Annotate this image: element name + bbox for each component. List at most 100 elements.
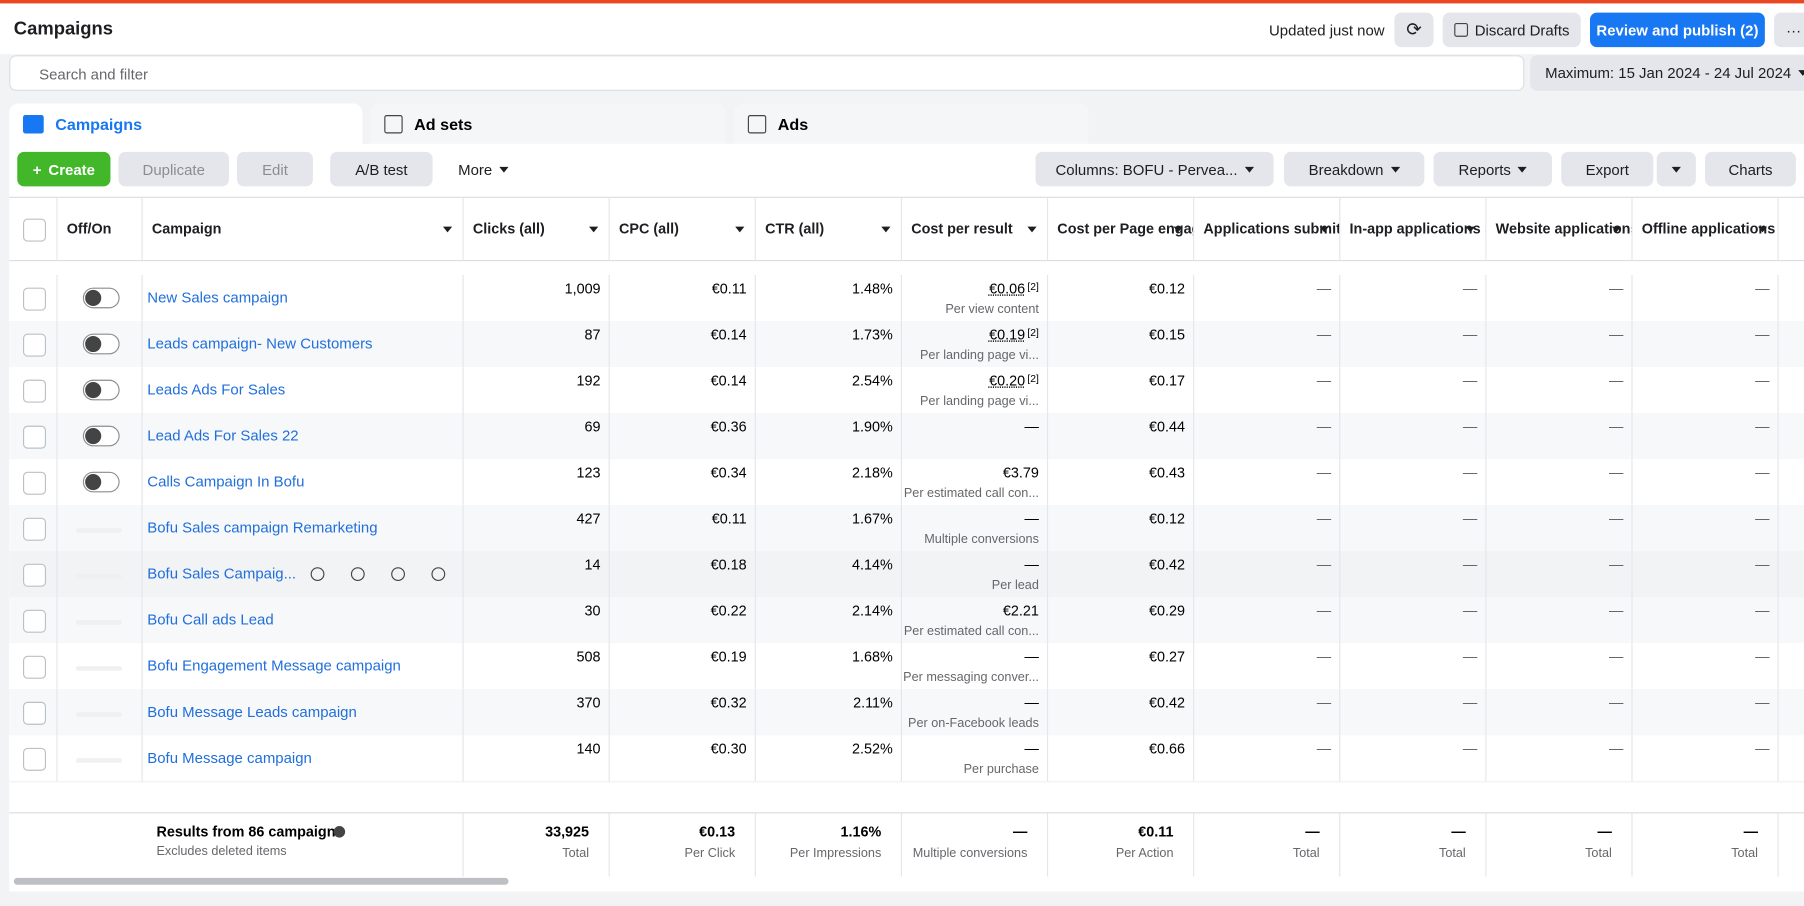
checkbox[interactable] <box>23 564 46 587</box>
checkbox[interactable] <box>23 518 46 541</box>
cpr-value: €3.79 <box>1003 465 1039 481</box>
checkbox[interactable] <box>23 334 46 357</box>
toggle[interactable] <box>83 426 120 447</box>
cell-value: — <box>1755 649 1769 665</box>
toggle[interactable] <box>83 472 120 493</box>
tab[interactable]: Ad sets <box>370 104 726 145</box>
cell-value: — <box>1317 327 1331 343</box>
column-header[interactable]: Offline applications submitted <box>1633 198 1779 261</box>
checkbox[interactable] <box>23 426 46 449</box>
sort-caret <box>1758 227 1767 233</box>
toggle[interactable] <box>83 334 120 355</box>
tab[interactable]: Campaigns <box>9 104 362 145</box>
cell-value: — <box>1317 741 1331 757</box>
cell-value: — <box>1609 373 1623 389</box>
export-menu[interactable] <box>1657 152 1696 187</box>
column-header[interactable]: CPC (all) <box>610 198 756 261</box>
campaign-name[interactable]: Leads Ads For Sales <box>147 381 285 398</box>
campaign-name[interactable]: Lead Ads For Sales 22 <box>147 427 298 444</box>
tab[interactable]: Ads <box>734 104 1088 145</box>
row-action[interactable] <box>311 567 325 581</box>
toggle[interactable] <box>83 288 120 309</box>
column-title: Cost per result <box>911 221 1012 237</box>
column-header[interactable]: Cost per Page engagement <box>1048 198 1194 261</box>
column-header[interactable]: Applications submitted <box>1194 198 1340 261</box>
tab-label: Ad sets <box>414 115 472 133</box>
total-cell: 1.16% Per Impressions <box>790 824 881 861</box>
checkbox[interactable] <box>23 748 46 771</box>
row-action[interactable] <box>391 567 405 581</box>
campaign-name[interactable]: Bofu Engagement Message campaign <box>147 657 401 674</box>
total-value: €0.13 <box>685 824 736 840</box>
checkbox[interactable] <box>23 702 46 725</box>
column-header <box>1779 198 1804 261</box>
duplicate-button[interactable]: Duplicate <box>119 152 229 187</box>
cpr-value: — <box>1025 511 1039 527</box>
discard-button[interactable]: Discard Drafts <box>1443 13 1581 48</box>
scrollbar[interactable] <box>14 878 509 885</box>
column-header[interactable]: CTR (all) <box>756 198 902 261</box>
tab-label: Campaigns <box>55 115 142 133</box>
cell-value: — <box>1463 465 1477 481</box>
checkbox[interactable] <box>23 656 46 679</box>
checkbox[interactable] <box>23 288 46 311</box>
column-header[interactable]: Campaign <box>143 198 464 261</box>
caret <box>1798 70 1804 76</box>
charts-button[interactable]: Charts <box>1705 152 1796 187</box>
cell-value: — <box>1755 281 1769 297</box>
campaign-name[interactable]: Bofu Sales Campaig... <box>147 565 296 582</box>
more-menu[interactable]: More <box>443 152 524 187</box>
column-header[interactable]: Website applications submitted <box>1486 198 1632 261</box>
cpr-note: [2] <box>1027 373 1039 385</box>
publish-button[interactable]: Review and publish (2) <box>1590 13 1765 48</box>
checkbox[interactable] <box>23 472 46 495</box>
ab-button[interactable]: A/B test <box>330 152 432 187</box>
edit-button[interactable]: Edit <box>237 152 313 187</box>
cell-value: — <box>1609 603 1623 619</box>
refresh-button[interactable]: ⟳ <box>1394 13 1433 48</box>
cell-value: — <box>1609 649 1623 665</box>
row-action[interactable] <box>431 567 445 581</box>
columns-button[interactable]: Columns: BOFU - Pervea... <box>1035 152 1273 187</box>
tab-icon <box>748 115 766 133</box>
campaign-name[interactable]: Leads campaign- New Customers <box>147 335 372 352</box>
ab-label: A/B test <box>355 160 407 177</box>
cell-value: — <box>1463 327 1477 343</box>
campaign-name[interactable]: Bofu Message Leads campaign <box>147 703 357 720</box>
campaign-name[interactable]: Bofu Message campaign <box>147 749 312 766</box>
create-button[interactable]: + Create <box>17 152 110 187</box>
campaign-name[interactable]: Bofu Call ads Lead <box>147 611 273 628</box>
row: Bofu Engagement Message campaign 508 €0.19… <box>9 643 1804 690</box>
reports-label: Reports <box>1459 160 1511 177</box>
column-header[interactable]: Cost per result <box>902 198 1048 261</box>
cell <box>1779 505 1804 551</box>
cell-value: — <box>1317 695 1331 711</box>
cell-value: 1.68% <box>852 649 893 665</box>
toggle[interactable] <box>83 380 120 401</box>
checkbox[interactable] <box>23 380 46 403</box>
cpr-sub: Per lead <box>992 579 1039 593</box>
more-button[interactable]: ··· <box>1774 13 1804 48</box>
search-bar[interactable] <box>9 55 1524 91</box>
checkbox[interactable] <box>23 219 46 242</box>
column-header[interactable]: Off/On <box>58 198 143 261</box>
breakdown-button[interactable]: Breakdown <box>1284 152 1424 187</box>
column-header[interactable]: Clicks (all) <box>464 198 610 261</box>
column-header[interactable]: In-app applications submitted <box>1340 198 1486 261</box>
total-value: — <box>1293 824 1320 840</box>
cell-value: €0.34 <box>711 465 747 481</box>
campaign-name[interactable]: New Sales campaign <box>147 289 288 306</box>
checkbox[interactable] <box>23 610 46 633</box>
campaign-name[interactable]: Calls Campaign In Bofu <box>147 473 304 490</box>
date-range[interactable]: Maximum: 15 Jan 2024 - 24 Jul 2024 <box>1530 55 1804 91</box>
export-button[interactable]: Export <box>1561 152 1653 187</box>
charts-label: Charts <box>1728 160 1772 177</box>
reports-button[interactable]: Reports <box>1434 152 1553 187</box>
totals-label: Results from 86 campaigns <box>156 824 343 840</box>
cpr-sub: Per view content <box>945 303 1039 317</box>
total-cell: — Total <box>1293 824 1320 861</box>
caret <box>499 166 508 172</box>
caret <box>1390 166 1399 172</box>
row-action[interactable] <box>351 567 365 581</box>
campaign-name[interactable]: Bofu Sales campaign Remarketing <box>147 519 377 536</box>
